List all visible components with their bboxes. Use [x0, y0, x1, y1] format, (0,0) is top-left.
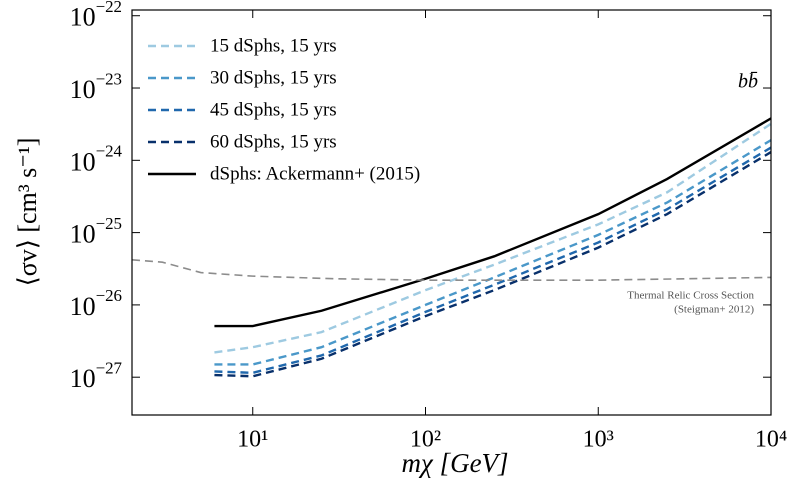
y-tick-label: 10−25 [70, 214, 122, 249]
relic-label: Thermal Relic Cross Section [627, 290, 754, 302]
legend-label: 45 dSphs, 15 yrs [210, 99, 337, 120]
legend-label: dSphs: Ackermann+ (2015) [210, 163, 420, 184]
y-tick-label: 10−24 [70, 141, 123, 176]
y-axis-label: ⟨σv⟩ [cm³ s⁻¹] [13, 138, 42, 287]
legend-label: 60 dSphs, 15 yrs [210, 131, 337, 152]
relic-label: (Steigman+ 2012) [674, 304, 754, 316]
series-line [214, 151, 771, 378]
y-tick-label: 10−27 [70, 358, 122, 393]
series-line [214, 139, 771, 366]
y-tick-label: 10−23 [70, 69, 122, 104]
legend-label: 30 dSphs, 15 yrs [210, 67, 337, 88]
series-line [214, 146, 771, 375]
series-line [132, 259, 771, 281]
y-tick-label: 10−26 [70, 286, 122, 321]
y-tick-label: 10−22 [70, 0, 122, 32]
series-line [214, 117, 771, 328]
channel-label: bb̄ [738, 71, 758, 93]
x-tick-label: 10² [410, 427, 441, 453]
x-axis-label: mχ [GeV] [401, 448, 508, 478]
plot-area [132, 117, 771, 378]
plot-frame [131, 9, 772, 416]
x-tick-label: 10³ [583, 427, 614, 453]
x-tick-label: 10⁴ [755, 427, 787, 453]
legend-label: 15 dSphs, 15 yrs [210, 35, 337, 56]
series-line [214, 122, 771, 354]
x-tick-label: 10¹ [237, 427, 268, 453]
